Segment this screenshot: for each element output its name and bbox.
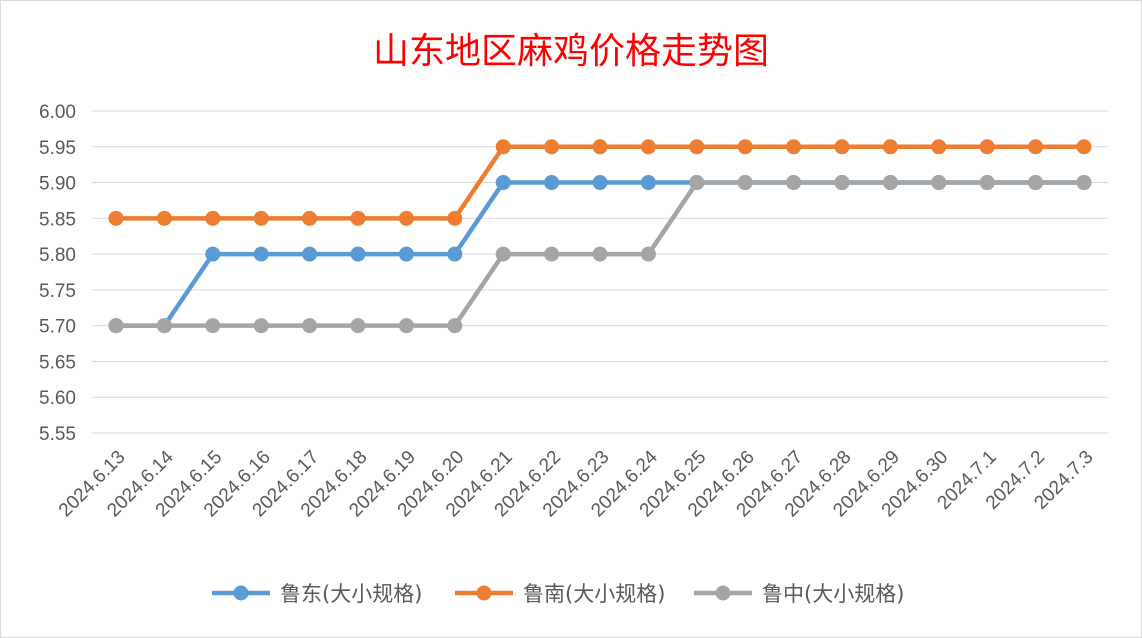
data-point bbox=[640, 246, 656, 262]
data-point bbox=[592, 139, 608, 155]
data-point bbox=[205, 210, 221, 226]
data-point bbox=[398, 246, 414, 262]
legend-item: 鲁南(大小规格) bbox=[455, 582, 665, 606]
data-point bbox=[447, 210, 463, 226]
data-point bbox=[834, 139, 850, 155]
data-point bbox=[253, 246, 269, 262]
series-2 bbox=[108, 139, 1092, 226]
gridlines bbox=[92, 110, 1108, 434]
data-point bbox=[931, 139, 947, 155]
y-tick-label: 6.00 bbox=[39, 102, 76, 123]
data-point bbox=[398, 210, 414, 226]
data-point bbox=[786, 139, 802, 155]
data-point bbox=[205, 318, 221, 334]
data-point bbox=[156, 318, 172, 334]
data-point bbox=[882, 139, 898, 155]
data-point bbox=[156, 210, 172, 226]
data-point bbox=[1028, 175, 1044, 191]
data-point bbox=[544, 175, 560, 191]
data-point bbox=[302, 318, 318, 334]
data-point bbox=[592, 175, 608, 191]
data-point bbox=[1076, 175, 1092, 191]
y-tick-label: 5.55 bbox=[39, 424, 76, 445]
legend: 鲁东(大小规格) 鲁南(大小规格) 鲁中(大小规格) bbox=[212, 582, 904, 606]
data-point bbox=[205, 246, 221, 262]
legend-label: 鲁中(大小规格) bbox=[762, 582, 904, 606]
data-point bbox=[350, 246, 366, 262]
y-tick-label: 5.80 bbox=[39, 245, 76, 266]
legend-marker bbox=[715, 585, 731, 601]
data-point bbox=[979, 175, 995, 191]
data-point bbox=[447, 246, 463, 262]
data-point bbox=[544, 139, 560, 155]
y-tick-label: 5.85 bbox=[39, 209, 76, 230]
data-point bbox=[640, 175, 656, 191]
series-3 bbox=[108, 175, 1092, 334]
y-axis-tick-labels: 6.00 5.95 5.90 5.85 5.80 5.75 5.70 5.65 5.60 5.55 bbox=[39, 102, 76, 445]
legend-item: 鲁中(大小规格) bbox=[694, 582, 904, 606]
data-point bbox=[689, 139, 705, 155]
legend-marker bbox=[233, 585, 249, 601]
data-point bbox=[931, 175, 947, 191]
legend-label: 鲁南(大小规格) bbox=[523, 582, 665, 606]
data-point bbox=[592, 246, 608, 262]
data-point bbox=[737, 139, 753, 155]
y-tick-label: 5.70 bbox=[39, 317, 76, 338]
data-point bbox=[447, 318, 463, 334]
data-point bbox=[737, 175, 753, 191]
data-point bbox=[495, 175, 511, 191]
data-point bbox=[1028, 139, 1044, 155]
data-point bbox=[108, 318, 124, 334]
y-tick-label: 5.90 bbox=[39, 174, 76, 195]
data-point bbox=[302, 210, 318, 226]
chart-title: 山东地区麻鸡价格走势图 bbox=[372, 31, 769, 72]
data-point bbox=[979, 139, 995, 155]
data-point bbox=[302, 246, 318, 262]
x-axis-tick-labels: 2024.6.132024.6.142024.6.152024.6.162024… bbox=[55, 446, 1098, 521]
y-tick-label: 5.75 bbox=[39, 281, 76, 302]
legend-marker bbox=[476, 585, 492, 601]
data-point bbox=[640, 139, 656, 155]
data-point bbox=[253, 318, 269, 334]
data-point bbox=[834, 175, 850, 191]
data-point bbox=[495, 246, 511, 262]
y-tick-label: 5.65 bbox=[39, 352, 76, 373]
y-tick-label: 5.95 bbox=[39, 138, 76, 159]
data-point bbox=[882, 175, 898, 191]
legend-label: 鲁东(大小规格) bbox=[280, 582, 422, 606]
data-point bbox=[350, 318, 366, 334]
y-tick-label: 5.60 bbox=[39, 388, 76, 409]
data-point bbox=[108, 210, 124, 226]
data-point bbox=[398, 318, 414, 334]
data-point bbox=[350, 210, 366, 226]
data-point bbox=[786, 175, 802, 191]
legend-item: 鲁东(大小规格) bbox=[212, 582, 422, 606]
data-point bbox=[1076, 139, 1092, 155]
data-point bbox=[495, 139, 511, 155]
data-point bbox=[689, 175, 705, 191]
data-point bbox=[544, 246, 560, 262]
series-layer bbox=[108, 139, 1092, 334]
data-point bbox=[253, 210, 269, 226]
